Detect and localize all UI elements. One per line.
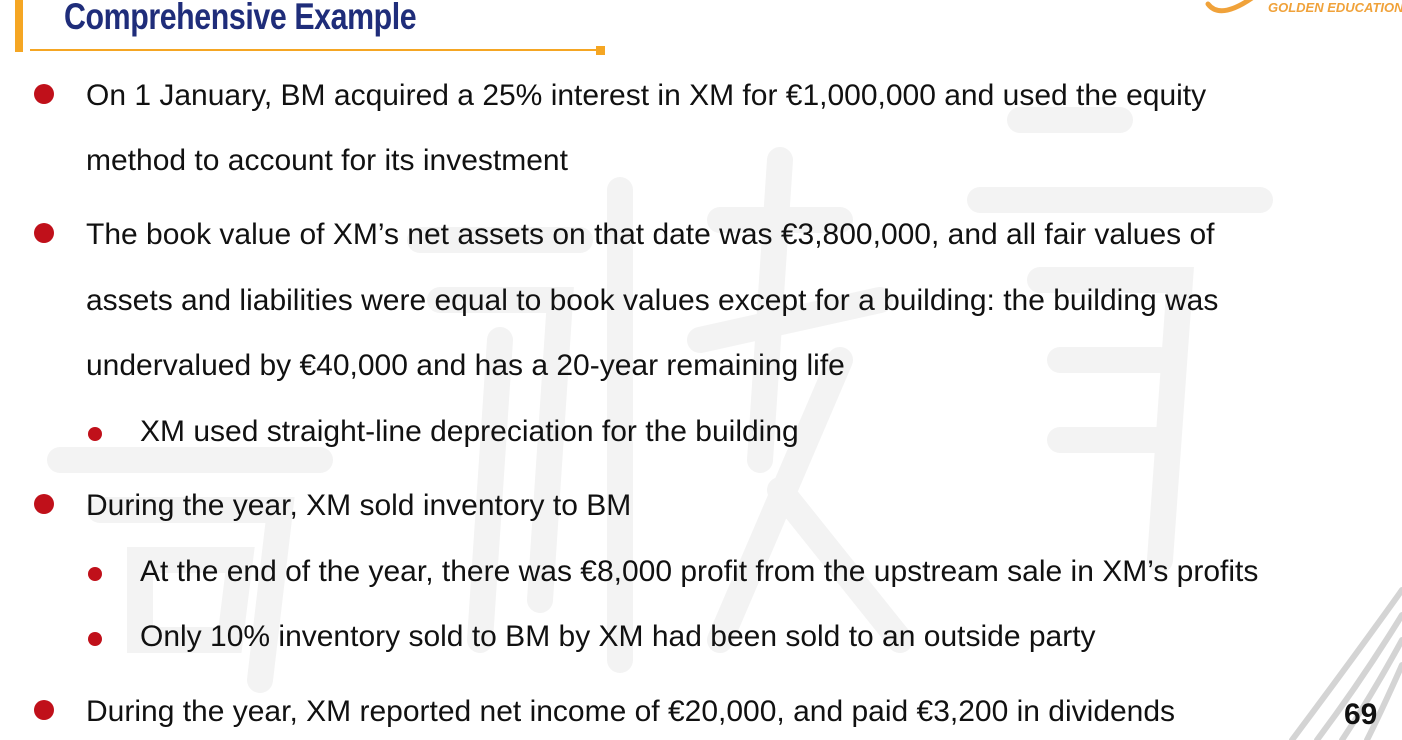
page-number: 69	[1344, 698, 1378, 731]
bullet-dot	[34, 494, 54, 514]
bullet-text: During the year, XM reported net income …	[86, 695, 1176, 728]
corner-stripes-decoration	[1289, 587, 1402, 740]
bullet-dot	[34, 700, 54, 720]
bullet-text: undervalued by €40,000 and has a 20-year…	[86, 349, 845, 382]
bullet-text: method to account for its investment	[86, 144, 568, 177]
sub-bullet-dot	[88, 567, 102, 581]
sub-bullet-dot	[88, 427, 102, 441]
title-accent-bar	[15, 0, 23, 52]
title-underline	[30, 49, 600, 51]
bullet-text: During the year, XM sold inventory to BM	[86, 489, 632, 522]
bullet-dot	[34, 223, 54, 243]
sub-bullet-dot	[88, 632, 102, 646]
bullet-text: The book value of XM’s net assets on tha…	[86, 218, 1215, 251]
bullet-text: assets and liabilities were equal to boo…	[86, 284, 1219, 317]
sub-bullet-text: XM used straight-line depreciation for t…	[140, 415, 799, 448]
bullet-dot	[34, 84, 54, 104]
page-title: Comprehensive Example	[64, 0, 417, 37]
sub-bullet-text: Only 10% inventory sold to BM by XM had …	[140, 620, 1096, 653]
logo-swoosh-icon	[1205, 0, 1254, 14]
sub-bullet-text: At the end of the year, there was €8,000…	[140, 555, 1259, 588]
bullet-text: On 1 January, BM acquired a 25% interest…	[86, 79, 1207, 112]
brand-name: GOLDEN EDUCATION	[1268, 0, 1402, 15]
title-underline-end	[596, 46, 605, 55]
